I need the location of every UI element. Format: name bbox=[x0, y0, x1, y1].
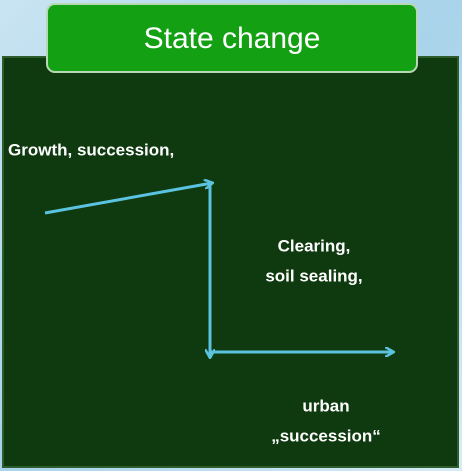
label: soil sealing, bbox=[265, 266, 362, 285]
panel bbox=[3, 57, 458, 467]
label: Clearing, bbox=[278, 236, 351, 255]
diagram: State change Growth, succession, Clearin… bbox=[0, 0, 462, 471]
title: State change bbox=[144, 22, 321, 55]
label: urban bbox=[302, 396, 349, 415]
label: Growth, succession, bbox=[8, 140, 174, 159]
label: „succession“ bbox=[271, 426, 381, 445]
